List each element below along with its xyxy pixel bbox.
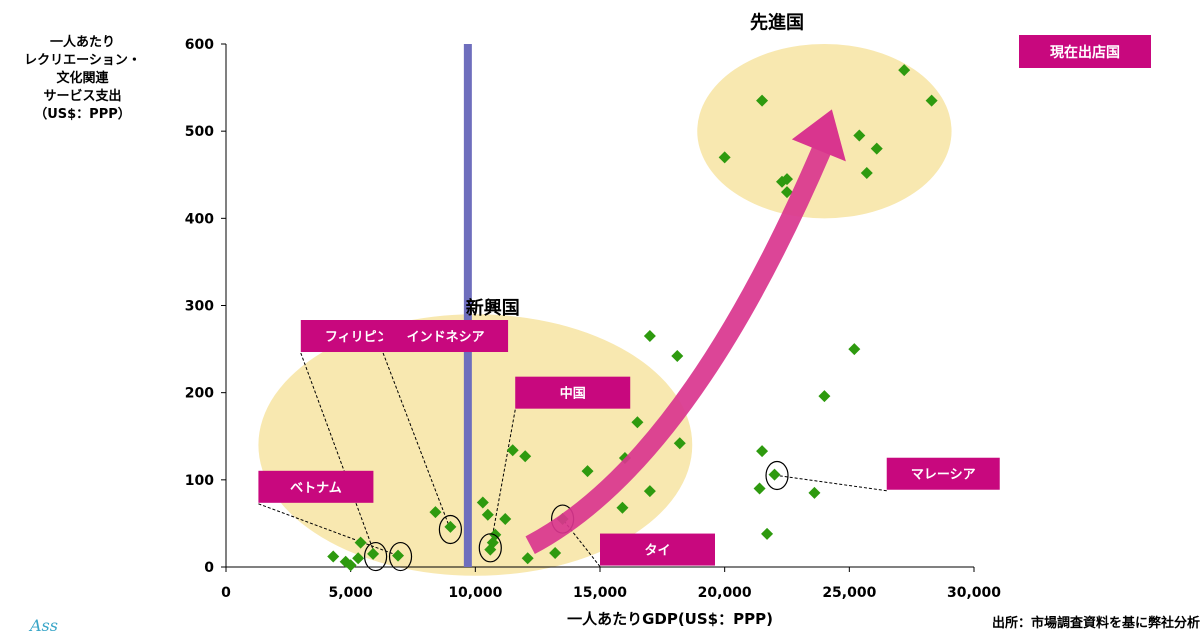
x-tick-label: 15,000 [573,585,627,601]
data-point [631,416,644,429]
country-label-box [600,533,715,566]
data-point [367,547,380,560]
data-point [761,527,774,540]
company-logo: Ass [30,616,58,635]
leader-line [300,352,377,557]
y-tick-label: 300 [185,299,214,315]
country-label: タイ [644,544,670,559]
data-point [354,536,367,549]
country-label: ベトナム [290,481,342,496]
data-point [429,506,442,519]
y-tick-label: 400 [185,211,214,227]
x-tick-label: 20,000 [698,585,752,601]
y-tick-label: 100 [185,473,214,489]
circled-point [765,460,789,491]
data-point [444,520,457,533]
circled-point [388,541,413,572]
data-point [818,390,831,403]
trend-arrow-head [791,109,846,162]
region-label-developed: 先進国 [750,11,804,33]
data-point [521,552,534,565]
leader-line [258,503,401,558]
data-point [581,465,594,478]
country-label-box [886,457,1000,490]
leader-line [776,474,887,492]
x-tick-label: 0 [221,585,231,601]
data-point [519,450,532,463]
x-axis-label: 一人あたりGDP(US$：PPP) [567,610,773,628]
data-point [481,508,494,521]
circled-point [364,541,388,572]
data-point [643,485,656,498]
data-point [499,513,512,526]
y-tick-label: 500 [185,124,214,140]
x-tick-label: 10,000 [448,585,502,601]
data-point [781,186,793,199]
y-tick-label: 0 [204,560,214,576]
data-point [344,559,357,572]
data-point [808,486,821,499]
legend-current-store-countries: 現在出店国 [1019,35,1151,68]
data-point [756,445,769,458]
data-point [768,468,781,481]
x-tick-label: 30,000 [947,585,1001,601]
y-tick-label: 200 [185,386,214,402]
y-tick-label: 600 [185,37,214,53]
leader-line [489,409,516,548]
country-label: 中国 [560,386,586,402]
data-point [870,142,883,155]
source-note: 出所：市場調査資料を基に弊社分析 [991,616,1200,631]
x-tick-label: 25,000 [822,585,876,601]
data-point [643,330,656,343]
data-point [860,167,873,180]
trend-arrow-shaft [525,145,832,555]
data-point [718,151,731,164]
reference-line [463,44,472,567]
data-point [848,343,861,356]
leader-line [382,352,451,530]
data-point [352,552,365,565]
country-label: フィリピン [325,330,390,345]
data-point [781,173,793,186]
data-point [925,94,938,107]
data-point [673,437,686,450]
circled-point [478,533,502,563]
country-label-box [258,470,374,503]
data-point [898,64,911,77]
country-label: インドネシア [407,330,485,345]
data-point [327,550,340,563]
data-point [616,501,629,514]
country-label-box [383,320,509,353]
data-point [753,482,766,495]
country-label-box [515,376,631,409]
data-point [392,549,405,562]
data-point [756,94,769,107]
y-axis-label: 一人あたり レクリエーション・ 文化関連 サービス支出 （US$：PPP） [24,35,141,122]
x-tick-label: 5,000 [329,585,374,601]
data-point [476,496,489,509]
data-point [853,129,866,142]
region-label-emerging: 新興国 [466,297,520,319]
data-point [506,444,519,457]
circled-point [438,514,462,545]
data-point [549,547,562,560]
data-point [671,350,684,363]
country-label: マレーシア [911,468,976,483]
